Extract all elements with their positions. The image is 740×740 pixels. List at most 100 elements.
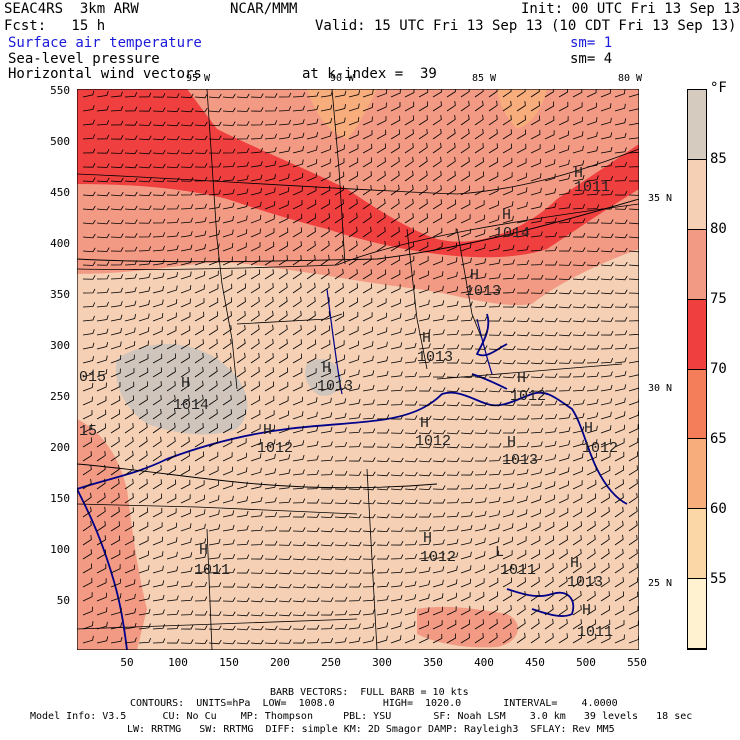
wind-barb — [572, 218, 586, 224]
wind-barb — [362, 212, 372, 224]
wind-barb — [82, 369, 94, 378]
wind-barb — [418, 115, 428, 126]
wind-barb — [236, 525, 249, 532]
wind-barb — [334, 131, 346, 140]
wind-barb — [124, 300, 137, 308]
wind-barb — [96, 342, 109, 350]
wind-barb — [404, 580, 417, 588]
wind-barb — [180, 465, 191, 476]
wind-barb — [152, 259, 165, 266]
wind-barb — [614, 233, 628, 239]
pressure-value: 1011 — [500, 562, 536, 579]
temp-patch-cool — [305, 359, 342, 396]
wind-barb — [334, 583, 348, 588]
wind-barb — [208, 437, 219, 448]
wind-barb — [222, 135, 236, 140]
wind-barb — [110, 607, 122, 616]
wind-barb — [600, 132, 613, 140]
wind-barb — [82, 577, 93, 588]
wind-barb — [614, 176, 628, 182]
wind-barb — [278, 92, 292, 98]
wind-barb — [390, 241, 400, 252]
wind-barb — [558, 246, 572, 252]
wind-barb — [236, 423, 247, 434]
wind-barb — [600, 344, 614, 350]
wind-barb — [488, 415, 502, 421]
wind-barb — [194, 567, 207, 574]
wind-barb — [166, 245, 179, 252]
wind-barb — [250, 352, 260, 364]
wind-barb — [502, 244, 515, 252]
wind-barb — [96, 177, 110, 183]
wind-barb — [502, 428, 516, 434]
wind-barb — [460, 511, 473, 518]
wind-barb — [530, 317, 544, 323]
wind-barb — [82, 233, 96, 239]
wind-barb — [222, 283, 233, 294]
temp-band-west — [77, 419, 147, 650]
wind-barb — [124, 478, 134, 490]
wind-barb — [544, 521, 555, 532]
wind-barb — [320, 158, 331, 168]
wind-barb — [236, 452, 247, 462]
wind-barb — [334, 623, 348, 630]
wind-barb — [96, 423, 107, 434]
wind-barb — [586, 439, 598, 448]
wind-barb — [586, 521, 596, 532]
wind-barb — [418, 553, 431, 560]
wind-barb — [208, 297, 219, 308]
wind-barb — [250, 338, 260, 350]
wind-barb — [124, 92, 138, 98]
wind-barb — [432, 114, 442, 126]
wind-barb — [320, 213, 330, 224]
wind-barb — [306, 159, 318, 168]
wind-barb — [96, 592, 107, 602]
wind-barb — [110, 247, 124, 252]
pressure-value: 015 — [79, 369, 106, 386]
wind-barb — [208, 380, 218, 392]
wind-barb — [446, 257, 458, 266]
wind-barb — [572, 576, 582, 588]
wind-barb — [432, 485, 446, 490]
wind-barb — [96, 328, 109, 336]
wind-barb — [502, 482, 515, 490]
wind-barb — [516, 274, 530, 280]
wind-barb — [124, 608, 137, 616]
wind-barb — [180, 163, 194, 168]
wind-barb — [82, 464, 92, 476]
wind-barb — [376, 212, 386, 224]
wind-barb — [124, 149, 138, 155]
wind-barb — [82, 396, 93, 406]
wind-barb — [502, 345, 516, 351]
wind-barb — [334, 171, 345, 182]
wind-barb — [194, 121, 208, 127]
wind-barb — [390, 621, 402, 630]
wind-barb — [544, 508, 555, 518]
wind-barb — [530, 89, 540, 98]
wind-barb — [530, 245, 544, 252]
wind-barb — [460, 373, 474, 379]
wind-barb — [250, 467, 262, 476]
wind-barb — [390, 485, 404, 491]
wind-barb — [334, 485, 348, 490]
wind-barb — [334, 383, 346, 392]
colorbar-label: 85 — [710, 151, 727, 167]
wind-barb — [320, 555, 334, 561]
wind-barb — [544, 130, 555, 140]
wind-barb — [292, 296, 302, 308]
wind-barb — [362, 143, 373, 154]
x-tick-label: 300 — [372, 656, 392, 669]
wind-barb — [376, 327, 388, 336]
wind-barb — [474, 157, 484, 168]
wind-barb — [572, 289, 586, 295]
wind-barb — [180, 408, 190, 420]
temp-patch — [307, 89, 377, 139]
wind-barb — [96, 521, 106, 532]
wind-barb — [250, 424, 261, 434]
wind-barb — [460, 429, 474, 435]
wind-barb — [390, 513, 404, 519]
wind-barb — [96, 563, 107, 574]
wind-barb — [320, 145, 332, 154]
wind-barb — [138, 327, 150, 336]
wind-barb — [502, 273, 516, 280]
